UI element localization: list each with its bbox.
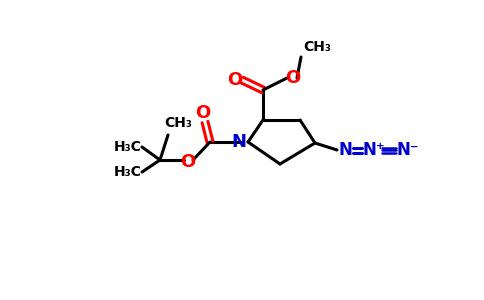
Text: O: O (196, 104, 211, 122)
Text: N: N (231, 133, 246, 151)
Text: CH₃: CH₃ (303, 40, 331, 54)
Text: N⁺: N⁺ (363, 141, 385, 159)
Text: CH₃: CH₃ (164, 116, 192, 130)
Text: O: O (181, 153, 196, 171)
Text: H₃C: H₃C (114, 165, 142, 179)
Text: N⁻: N⁻ (397, 141, 419, 159)
Text: H₃C: H₃C (114, 140, 142, 154)
Text: O: O (286, 69, 301, 87)
Text: O: O (227, 71, 242, 89)
Text: N: N (338, 141, 352, 159)
